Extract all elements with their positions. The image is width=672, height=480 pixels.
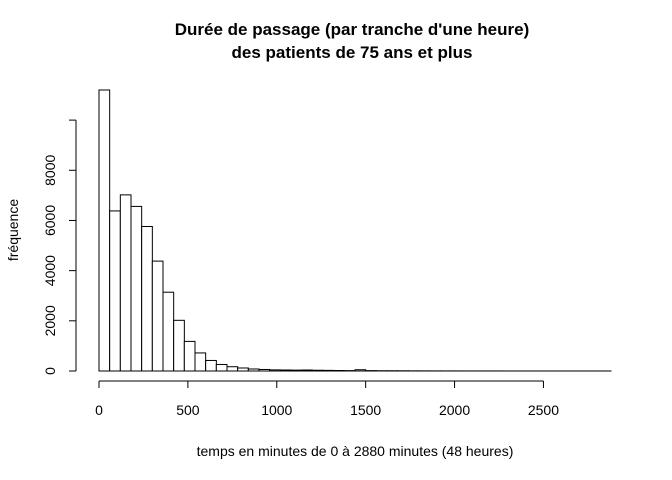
chart-title-line1: Durée de passage (par tranche d'une heur…	[175, 20, 530, 39]
y-tick-label: 8000	[42, 155, 58, 186]
histogram-bar	[183, 340, 196, 372]
x-tick-label: 0	[95, 402, 103, 418]
histogram-bar	[354, 369, 367, 372]
histogram-bar	[141, 225, 153, 372]
histogram-bar	[258, 368, 271, 372]
x-tick-label: 2000	[439, 402, 470, 418]
histogram-bar	[98, 89, 111, 372]
histogram-bar	[269, 369, 281, 372]
histogram-bar	[290, 369, 303, 372]
histogram-bar	[333, 370, 345, 372]
histogram-bar	[130, 205, 143, 372]
y-axis: 0 2000 4000 6000 8000	[42, 119, 77, 375]
x-axis-label: temps en minutes de 0 à 2880 minutes (48…	[197, 443, 514, 459]
y-tick-label: 6000	[42, 205, 58, 236]
y-axis-label: fréquence	[5, 199, 21, 261]
histogram-bar	[279, 369, 292, 372]
histogram-bar	[194, 352, 207, 372]
x-tick-label: 1000	[261, 402, 292, 418]
histogram-bar	[162, 291, 175, 372]
x-tick-label: 1500	[350, 402, 381, 418]
x-axis: 0 500 1000 1500 2000 2500	[95, 380, 559, 418]
histogram-bar	[311, 369, 324, 372]
y-tick-label: 0	[42, 367, 58, 375]
histogram-bar	[119, 194, 132, 372]
histogram-bar	[226, 366, 239, 372]
histogram-bar	[109, 210, 121, 372]
histogram-bar	[173, 319, 185, 372]
chart-title-line2: des patients de 75 ans et plus	[232, 43, 473, 62]
y-tick-label: 2000	[42, 305, 58, 336]
histogram-bar	[301, 369, 313, 372]
x-tick-label: 2500	[528, 402, 559, 418]
x-tick-label: 500	[176, 402, 200, 418]
histogram-bar	[237, 367, 249, 372]
histogram-bar	[322, 369, 335, 372]
histogram-bar	[151, 260, 164, 372]
histogram-bar	[247, 368, 260, 372]
histogram-bar	[215, 363, 228, 372]
histogram-bars	[98, 89, 612, 372]
y-tick-label: 4000	[42, 255, 58, 286]
histogram-bar	[205, 359, 217, 372]
